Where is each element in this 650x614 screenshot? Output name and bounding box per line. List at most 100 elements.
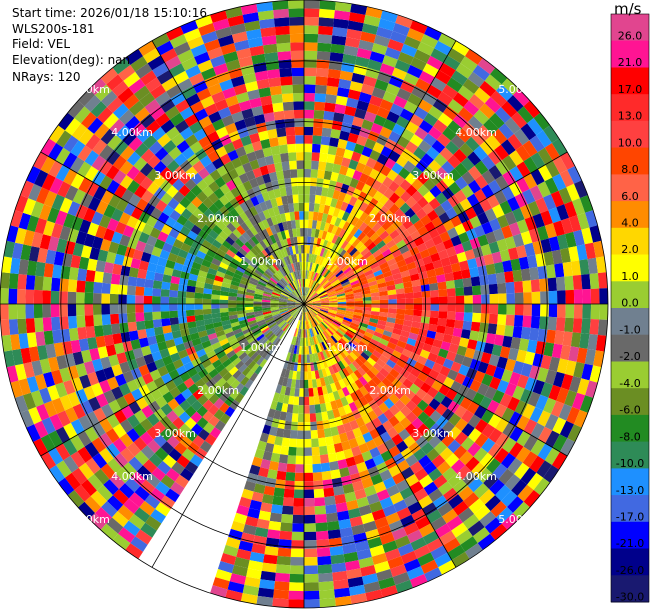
velocity-cell	[68, 292, 77, 304]
velocity-cell	[574, 304, 583, 319]
velocity-cell	[473, 295, 482, 304]
velocity-cell	[490, 294, 499, 304]
velocity-cell	[301, 236, 305, 245]
velocity-cell	[177, 304, 186, 311]
velocity-cell	[301, 355, 304, 364]
velocity-cell	[437, 318, 446, 326]
velocity-cell	[563, 262, 573, 277]
velocity-cell	[293, 194, 299, 203]
velocity-cell	[380, 304, 389, 308]
velocity-cell	[431, 297, 440, 304]
velocity-cell	[304, 8, 320, 17]
velocity-cell	[194, 309, 203, 315]
velocity-cell	[295, 464, 304, 473]
velocity-cell	[267, 469, 278, 479]
velocity-cell	[380, 300, 389, 304]
velocity-cell	[498, 304, 507, 315]
velocity-cell	[557, 290, 566, 304]
velocity-cell	[355, 301, 364, 304]
velocity-cell	[309, 194, 315, 203]
velocity-cell	[300, 228, 304, 237]
velocity-cell	[35, 331, 45, 346]
velocity-cell	[309, 203, 315, 212]
velocity-cell	[8, 289, 17, 305]
velocity-cell	[292, 76, 304, 85]
velocity-cell	[308, 388, 313, 397]
velocity-cell	[101, 304, 110, 315]
velocity-cell	[294, 388, 299, 397]
velocity-cell	[276, 564, 291, 574]
velocity-cell	[294, 110, 304, 119]
velocity-cell	[273, 590, 289, 600]
velocity-cell	[194, 293, 203, 299]
velocity-cell	[287, 144, 296, 153]
velocity-cell	[439, 304, 448, 312]
velocity-cell	[326, 513, 338, 523]
velocity-cell	[289, 438, 297, 447]
velocity-cell	[144, 312, 153, 321]
velocity-cell	[319, 590, 335, 600]
velocity-cell	[421, 316, 430, 323]
velocity-cell	[310, 186, 317, 195]
velocity-cell	[311, 438, 319, 447]
velocity-cell	[292, 68, 304, 77]
velocity-cell	[160, 304, 169, 312]
velocity-cell	[298, 194, 304, 203]
velocity-cell	[531, 279, 540, 292]
velocity-cell	[430, 290, 439, 298]
velocity-cell	[153, 319, 162, 328]
velocity-cell	[304, 363, 308, 372]
velocity-cell	[301, 245, 304, 254]
range-ring-label: 3.00km	[154, 169, 196, 182]
velocity-cell	[556, 317, 566, 331]
velocity-cell	[272, 102, 283, 112]
velocity-cell	[119, 285, 128, 295]
velocity-cell	[135, 295, 144, 304]
velocity-cell	[279, 68, 292, 77]
velocity-cell	[135, 304, 144, 313]
velocity-cell	[318, 437, 326, 446]
velocity-cell	[304, 523, 316, 532]
velocity-cell	[598, 320, 608, 336]
velocity-cell	[372, 304, 381, 308]
velocity-cell	[267, 129, 278, 139]
velocity-cell	[194, 298, 203, 304]
velocity-cell	[388, 299, 397, 304]
velocity-cell	[300, 372, 304, 381]
velocity-cell	[9, 273, 19, 289]
colorbar-tick-label: 26.0	[618, 29, 643, 42]
velocity-cell	[488, 323, 498, 334]
velocity-cell	[304, 194, 310, 203]
velocity-cell	[504, 325, 514, 337]
velocity-cell	[582, 304, 591, 319]
velocity-cell	[292, 523, 304, 532]
velocity-cell	[17, 304, 26, 319]
velocity-cell	[128, 322, 138, 332]
velocity-cell	[268, 77, 281, 87]
colorbar-tick-label: -10.0	[616, 457, 644, 470]
velocity-cell	[285, 480, 295, 489]
velocity-cell	[316, 68, 329, 77]
colorbar-tick-label: 8.0	[621, 163, 639, 176]
velocity-cell	[286, 472, 296, 481]
velocity-cell	[497, 283, 506, 294]
range-ring-label: 2.00km	[369, 212, 411, 225]
velocity-cell	[94, 325, 104, 337]
velocity-cell	[304, 110, 314, 119]
velocity-cell	[9, 319, 19, 335]
velocity-cell	[304, 135, 313, 144]
velocity-cell	[573, 318, 583, 333]
velocity-cell	[102, 314, 111, 325]
velocity-cell	[69, 267, 79, 280]
velocity-cell	[331, 563, 346, 573]
velocity-cell	[304, 397, 309, 406]
velocity-cell	[413, 292, 422, 299]
velocity-cell	[469, 267, 479, 278]
velocity-cell	[312, 455, 321, 464]
velocity-cell	[531, 316, 540, 329]
range-ring-label: 4.00km	[111, 126, 153, 139]
velocity-cell	[264, 486, 275, 496]
velocity-cell	[313, 127, 323, 136]
velocity-cell	[557, 304, 566, 318]
velocity-cell	[289, 25, 304, 34]
